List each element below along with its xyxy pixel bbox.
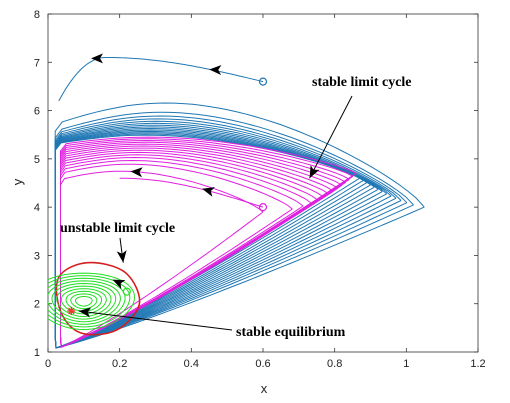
series-green-loop bbox=[60, 288, 107, 315]
x-tick-label: 0.8 bbox=[327, 358, 342, 370]
start-point bbox=[258, 203, 268, 212]
stable-equilibrium-label: stable equilibrium bbox=[236, 325, 346, 340]
series-green-loop bbox=[75, 296, 93, 307]
series-green-loop bbox=[51, 282, 117, 320]
x-tick-label: 0.6 bbox=[255, 358, 270, 370]
y-tick-label: 1 bbox=[34, 347, 40, 359]
series-green-loop bbox=[48, 275, 131, 328]
y-tick-label: 6 bbox=[34, 106, 40, 118]
series-green-loop bbox=[65, 290, 103, 312]
stable-limit-cycle-pointer-tip-shape bbox=[309, 165, 320, 179]
equilibrium-stroke bbox=[67, 307, 75, 315]
x-tick-label: 0.4 bbox=[184, 358, 199, 370]
y-tick-label: 3 bbox=[34, 250, 40, 262]
markers bbox=[67, 53, 268, 315]
series-magenta-initial bbox=[119, 177, 264, 208]
x-tick-label: 1.2 bbox=[470, 358, 485, 370]
x-tick-label: 0.2 bbox=[112, 358, 127, 370]
start-point bbox=[122, 287, 131, 296]
series-green-loop bbox=[48, 280, 121, 323]
arrow-green-head bbox=[112, 279, 126, 290]
series-magenta-loop bbox=[60, 139, 350, 348]
series-green-loop bbox=[70, 293, 98, 310]
arrow-blue-start-head bbox=[209, 64, 222, 75]
axes: 0 0.2 0.4 0.6 0.8 1 1.2 1 2 3 4 5 6 7 8 bbox=[34, 9, 486, 370]
plot-frame bbox=[47, 13, 479, 353]
stable-equilibrium-pointer-tip-shape bbox=[78, 307, 92, 318]
y-tick-label: 5 bbox=[34, 154, 40, 166]
series-blue-initial bbox=[58, 57, 264, 102]
series-green-loop bbox=[56, 285, 112, 318]
stable-limit-cycle-pointer-tip bbox=[309, 165, 320, 179]
unstable-limit-cycle-pointer-tip bbox=[116, 250, 127, 263]
stable-equilibrium-pointer bbox=[78, 307, 233, 331]
stable-equilibrium-pointer-shaft bbox=[78, 310, 233, 331]
y-tick-label: 2 bbox=[34, 299, 40, 311]
series-magenta-loop bbox=[60, 136, 357, 348]
unstable-limit-cycle-label: unstable limit cycle bbox=[60, 221, 175, 236]
series-magenta-loop bbox=[60, 163, 293, 348]
y-tick-label: 4 bbox=[34, 202, 40, 214]
arrow-blue-top-head bbox=[91, 53, 103, 64]
y-axis-label: y bbox=[10, 178, 25, 185]
start-point bbox=[258, 77, 268, 86]
x-axis-label: x bbox=[261, 381, 268, 396]
equilibrium-point bbox=[67, 306, 76, 315]
y-tick-label: 7 bbox=[34, 57, 40, 69]
series-unstable-cycle bbox=[55, 261, 141, 336]
series-magenta-loop bbox=[60, 159, 304, 348]
stable-limit-cycle-label: stable limit cycle bbox=[312, 75, 412, 90]
arrow-green bbox=[112, 279, 126, 290]
unstable-limit-cycle-pointer bbox=[116, 237, 127, 263]
series-blue-loop bbox=[54, 132, 368, 349]
series-green-loop bbox=[48, 277, 126, 325]
y-tick-label: 8 bbox=[34, 9, 40, 21]
x-tick-label: 0 bbox=[45, 358, 51, 370]
series-magenta-loop bbox=[60, 154, 319, 348]
unstable-limit-cycle-pointer-tip-shape bbox=[116, 250, 127, 263]
arrow-magenta-mid bbox=[130, 167, 143, 178]
stable-equilibrium-pointer-tip bbox=[78, 307, 92, 318]
annotations bbox=[78, 95, 353, 331]
arrow-blue-top bbox=[91, 53, 103, 64]
arrow-magenta-start bbox=[202, 187, 215, 197]
stable-limit-cycle-pointer bbox=[309, 95, 353, 179]
trajectory-curves bbox=[48, 57, 425, 349]
series-green-loop bbox=[48, 272, 136, 331]
arrow-magenta-start-head bbox=[202, 187, 215, 197]
arrow-magenta-mid-head bbox=[130, 167, 143, 178]
stable-limit-cycle-pointer-shaft bbox=[309, 95, 353, 179]
arrow-blue-start bbox=[209, 64, 222, 75]
series-magenta-loop bbox=[60, 149, 330, 348]
x-tick-label: 1 bbox=[403, 358, 409, 370]
